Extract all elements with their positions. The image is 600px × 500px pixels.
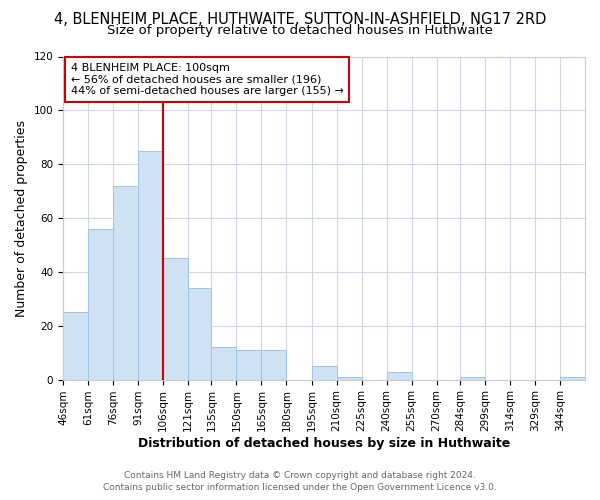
Bar: [63, 312, 88, 380]
Bar: [88, 229, 113, 380]
Text: Contains HM Land Registry data © Crown copyright and database right 2024.
Contai: Contains HM Land Registry data © Crown c…: [103, 471, 497, 492]
Bar: [386, 372, 412, 380]
Text: 4, BLENHEIM PLACE, HUTHWAITE, SUTTON-IN-ASHFIELD, NG17 2RD: 4, BLENHEIM PLACE, HUTHWAITE, SUTTON-IN-…: [54, 12, 546, 28]
Bar: [311, 366, 337, 380]
Bar: [113, 186, 138, 380]
X-axis label: Distribution of detached houses by size in Huthwaite: Distribution of detached houses by size …: [138, 437, 510, 450]
Y-axis label: Number of detached properties: Number of detached properties: [15, 120, 28, 316]
Bar: [236, 350, 262, 380]
Bar: [262, 350, 286, 380]
Bar: [188, 288, 211, 380]
Bar: [163, 258, 188, 380]
Text: Size of property relative to detached houses in Huthwaite: Size of property relative to detached ho…: [107, 24, 493, 37]
Bar: [337, 377, 362, 380]
Bar: [560, 377, 585, 380]
Text: 4 BLENHEIM PLACE: 100sqm
← 56% of detached houses are smaller (196)
44% of semi-: 4 BLENHEIM PLACE: 100sqm ← 56% of detach…: [71, 63, 344, 96]
Bar: [138, 150, 163, 380]
Bar: [460, 377, 485, 380]
Bar: [211, 348, 236, 380]
